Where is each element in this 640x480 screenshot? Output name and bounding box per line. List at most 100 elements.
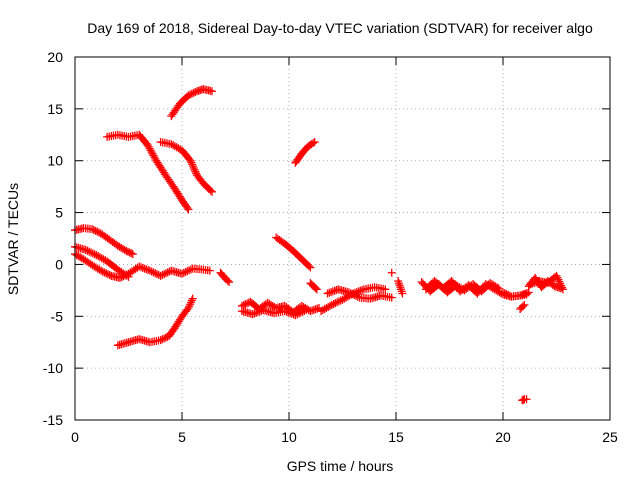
data-point [187,296,196,305]
data-point [350,291,359,300]
data-point [191,167,200,176]
data-point [500,289,509,298]
y-tick-label: -5 [51,308,64,324]
data-point [556,279,565,288]
data-point [187,89,196,98]
axis-ticks [74,56,611,421]
data-point [189,88,198,97]
data-point [336,296,345,305]
data-point [381,285,390,294]
data-point [160,334,169,343]
data-point [348,290,357,299]
data-point [115,273,124,282]
data-point [145,266,154,275]
data-point [153,270,162,279]
data-point [186,298,195,307]
series-arc-13 [317,283,390,316]
data-point [85,247,94,256]
data-point [296,308,305,317]
data-point [158,335,167,344]
series-arc-5 [156,138,216,196]
data-point [119,272,128,281]
y-tick-label: 0 [55,256,63,272]
data-point [117,273,126,282]
data-point [331,299,340,308]
data-point [354,287,363,296]
data-point [248,310,257,319]
data-point [552,271,561,280]
series-arc-24 [518,395,531,405]
data-point [190,165,199,174]
data-point [142,265,151,274]
series-arc-8 [291,138,319,167]
data-point [282,307,291,316]
data-point [223,276,232,285]
data-point [396,285,405,294]
data-point [97,266,106,275]
data-point [286,309,295,318]
data-point [183,203,192,212]
series-arc-16 [387,268,396,277]
data-point [327,288,336,297]
y-tick-label: 5 [55,205,63,221]
y-tick-label: -15 [43,412,63,428]
data-point [186,90,195,99]
data-point [88,225,97,234]
data-point [241,300,250,309]
data-point [309,139,318,148]
data-point [146,146,155,155]
data-point [136,263,145,272]
data-point [127,249,136,258]
data-point [150,153,159,162]
data-point [103,270,112,279]
chart-title: Day 169 of 2018, Sidereal Day-to-day VTE… [87,20,593,36]
data-point [149,268,158,277]
data-point [100,268,109,277]
data-point [102,269,111,278]
data-point [206,186,215,195]
data-point [306,263,315,272]
data-point [189,163,198,172]
data-point [88,249,97,258]
data-point [395,281,404,290]
series-arc-7 [113,294,197,350]
data-point [181,268,190,277]
data-point [310,138,319,147]
data-point [147,148,156,157]
data-point [105,271,114,280]
data-point [397,287,406,296]
data-point [93,227,102,236]
data-point [294,309,303,318]
data-point [346,289,355,298]
data-point [184,91,193,100]
plot-frame [74,56,611,421]
y-axis-label: SDTVAR / TECUs [5,183,21,295]
data-point [156,271,165,280]
data-point [394,277,403,286]
grid-lines [75,57,610,420]
data-point [255,307,264,316]
series-arc-1 [71,224,137,259]
data-point [334,297,343,306]
series-arc-14 [323,285,396,303]
data-point [184,303,193,312]
data-point [225,278,234,287]
data-point [89,225,98,234]
data-point [300,306,309,315]
data-point [161,333,170,342]
series-arc-23 [526,271,567,294]
data-point [557,281,566,290]
data-point [140,264,149,273]
data-point [161,269,170,278]
data-point [144,265,153,274]
data-point [138,263,147,272]
data-point [356,286,365,295]
data-point [330,286,339,295]
data-point [284,308,293,317]
series-arc-4 [103,130,193,214]
data-point [555,277,564,286]
data-point [333,298,342,307]
x-tick-label: 5 [178,429,186,445]
data-point [158,270,167,279]
data-point [185,302,194,311]
